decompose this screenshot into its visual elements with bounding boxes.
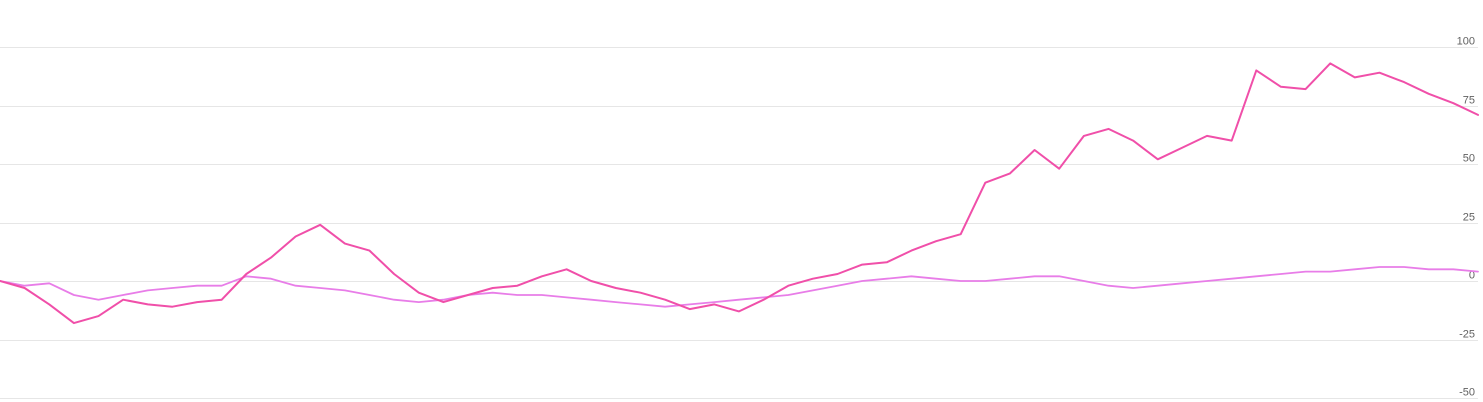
series-line-1 [0,62,1479,325]
y-axis-tick-labels: 100 75 50 25 0 -25 -50 [1457,36,1475,399]
series-line-2 [0,266,1479,308]
y-tick-label: -25 [1459,329,1475,341]
y-tick-label: -50 [1459,387,1475,399]
y-tick-label: 50 [1463,153,1475,165]
y-tick-label: 100 [1457,36,1475,48]
y-tick-label: 75 [1463,95,1475,107]
grid-layer [0,47,1478,399]
series-layer [0,62,1479,325]
y-tick-label: 25 [1463,212,1475,224]
y-tick-label: 0 [1469,270,1475,282]
